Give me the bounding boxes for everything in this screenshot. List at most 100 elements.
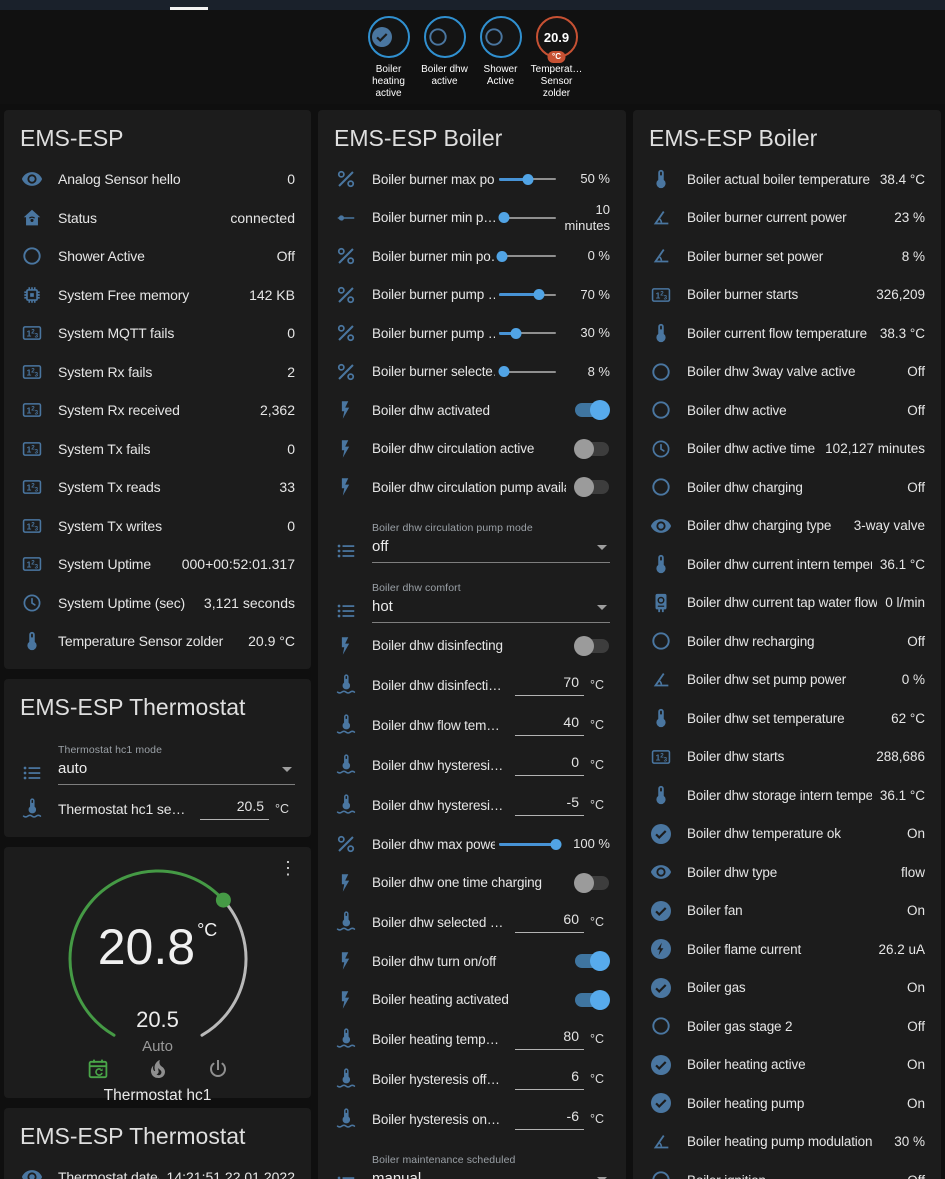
number-input[interactable]: 6 — [515, 1068, 584, 1090]
entity-row[interactable]: Boiler burner current power 23 % — [649, 199, 925, 238]
select-row[interactable]: Thermostat hc1 mode auto — [20, 729, 295, 789]
number-input[interactable]: 20.5 — [200, 798, 269, 820]
badge[interactable]: Shower Active — [476, 16, 526, 88]
fire-icon[interactable] — [146, 1057, 170, 1081]
number-row[interactable]: Boiler dhw hysteresi… -5 °C — [334, 785, 610, 825]
number-input[interactable]: 0 — [515, 754, 584, 776]
entity-row[interactable]: System Uptime (sec) 3,121 seconds — [20, 584, 295, 623]
badge[interactable]: Boiler dhw active — [420, 16, 470, 88]
toggle-switch[interactable] — [574, 635, 610, 656]
number-input[interactable]: -6 — [515, 1108, 584, 1130]
entity-row[interactable]: Boiler dhw temperature ok On — [649, 815, 925, 854]
entity-row[interactable]: Boiler dhw 3way valve active Off — [649, 353, 925, 392]
select-field[interactable]: Boiler maintenance scheduled manual — [372, 1154, 610, 1179]
chevron-down-icon[interactable] — [597, 544, 607, 550]
entity-row[interactable]: Boiler gas On — [649, 969, 925, 1008]
entity-row[interactable]: Boiler dhw type flow — [649, 853, 925, 892]
toggle-row[interactable]: Boiler dhw disinfecting — [334, 627, 610, 666]
entity-row[interactable]: 1 2 3 System Rx fails 2 — [20, 353, 295, 392]
number-row[interactable]: Boiler dhw flow tem… 40 °C — [334, 705, 610, 745]
toggle-knob[interactable] — [590, 951, 610, 972]
select-row[interactable]: Boiler dhw comfort hot — [334, 567, 610, 627]
number-input[interactable]: 70 — [515, 674, 584, 696]
slider[interactable] — [498, 365, 556, 379]
slider-row[interactable]: Boiler dhw max power 100 % — [334, 825, 610, 864]
toggle-knob[interactable] — [574, 635, 594, 656]
select-row[interactable]: Boiler dhw circulation pump mode off — [334, 507, 610, 567]
slider-knob[interactable] — [498, 366, 510, 378]
slider-knob[interactable] — [496, 250, 508, 262]
entity-row[interactable]: Boiler dhw current tap water flow 0 l/min — [649, 584, 925, 623]
badge-circle[interactable] — [367, 16, 410, 58]
number-row[interactable]: Boiler heating temp… 80 °C — [334, 1019, 610, 1059]
entity-row[interactable]: 1 2 3 System Tx writes 0 — [20, 507, 295, 546]
entity-row[interactable]: 1 2 3 System Rx received 2,362 — [20, 391, 295, 430]
entity-row[interactable]: Boiler ignition Off — [649, 1161, 925, 1179]
badge-circle[interactable] — [423, 16, 466, 58]
entity-row[interactable]: 1 2 3 System Uptime 000+00:52:01.317 — [20, 545, 295, 584]
power-icon[interactable] — [206, 1057, 230, 1081]
number-row[interactable]: Boiler hysteresis on… -6 °C — [334, 1099, 610, 1139]
entity-row[interactable]: Boiler dhw set temperature 62 °C — [649, 699, 925, 738]
toggle-row[interactable]: Boiler dhw one time charging — [334, 864, 610, 903]
number-row[interactable]: Thermostat hc1 se… 20.5 °C — [20, 789, 295, 829]
slider[interactable] — [499, 326, 556, 340]
number-input[interactable]: 60 — [515, 911, 584, 933]
toggle-knob[interactable] — [574, 438, 594, 459]
number-row[interactable]: Boiler dhw selected … 60 °C — [334, 902, 610, 942]
slider-knob[interactable] — [498, 212, 510, 224]
toggle-row[interactable]: Boiler dhw circulation active — [334, 430, 610, 469]
entity-row[interactable]: Boiler heating active On — [649, 1046, 925, 1085]
number-input[interactable]: -5 — [515, 794, 584, 816]
toggle-knob[interactable] — [590, 989, 610, 1010]
slider-row[interactable]: Boiler burner min p… 10 minutes — [334, 199, 610, 238]
slider-knob[interactable] — [522, 173, 533, 185]
number-row[interactable]: Boiler dhw hysteresi… 0 °C — [334, 745, 610, 785]
entity-row[interactable]: System Free memory 142 KB — [20, 276, 295, 315]
entity-row[interactable]: 1 2 3 Boiler burner starts 326,209 — [649, 276, 925, 315]
entity-row[interactable]: Boiler current flow temperature 38.3 °C — [649, 314, 925, 353]
entity-row[interactable]: Boiler dhw set pump power 0 % — [649, 661, 925, 700]
slider[interactable] — [499, 172, 556, 186]
slider[interactable] — [496, 249, 556, 263]
number-row[interactable]: Boiler hysteresis off… 6 °C — [334, 1059, 610, 1099]
entity-row[interactable]: Boiler flame current 26.2 uA — [649, 930, 925, 969]
entity-row[interactable]: Boiler burner set power 8 % — [649, 237, 925, 276]
entity-row[interactable]: 1 2 3 System Tx fails 0 — [20, 430, 295, 469]
chevron-down-icon[interactable] — [597, 1177, 607, 1179]
slider-row[interactable]: Boiler burner pump … 70 % — [334, 276, 610, 315]
toggle-knob[interactable] — [574, 872, 594, 893]
slider-row[interactable]: Boiler burner max po… 50 % — [334, 160, 610, 199]
select-field[interactable]: Boiler dhw circulation pump mode off — [372, 522, 610, 563]
entity-row[interactable]: Boiler dhw active time 102,127 minutes — [649, 430, 925, 469]
toggle-row[interactable]: Boiler heating activated — [334, 981, 610, 1020]
badge-circle[interactable]: 20.9 °C — [535, 16, 578, 63]
number-input[interactable]: 40 — [515, 714, 584, 736]
toggle-row[interactable]: Boiler dhw circulation pump available — [334, 468, 610, 507]
toggle-switch[interactable] — [574, 951, 610, 972]
slider-row[interactable]: Boiler burner selecte… 8 % — [334, 353, 610, 392]
entity-row[interactable]: 1 2 3 System MQTT fails 0 — [20, 314, 295, 353]
select-field[interactable]: Thermostat hc1 mode auto — [58, 744, 295, 785]
toggle-switch[interactable] — [574, 989, 610, 1010]
slider-knob[interactable] — [510, 327, 522, 339]
slider-row[interactable]: Boiler burner min po… 0 % — [334, 237, 610, 276]
entity-row[interactable]: Boiler dhw current intern temperature 36.… — [649, 545, 925, 584]
badge[interactable]: 20.9 °C Temperat… Sensor zolder — [531, 16, 582, 101]
toggle-switch[interactable] — [574, 872, 610, 893]
slider-row[interactable]: Boiler burner pump … 30 % — [334, 314, 610, 353]
thermostat-gauge[interactable]: 20.8 °C 20.5 Auto Thermostat hc1 — [58, 859, 258, 1104]
chevron-down-icon[interactable] — [282, 766, 292, 772]
entity-row[interactable]: Boiler dhw recharging Off — [649, 622, 925, 661]
toggle-switch[interactable] — [574, 477, 610, 498]
toggle-switch[interactable] — [574, 438, 610, 459]
toggle-knob[interactable] — [574, 477, 594, 498]
entity-row[interactable]: Boiler heating pump On — [649, 1084, 925, 1123]
entity-row[interactable]: Temperature Sensor zolder 20.9 °C — [20, 622, 295, 661]
entity-row[interactable]: Boiler dhw charging type 3-way valve — [649, 507, 925, 546]
entity-row[interactable]: Status connected — [20, 199, 295, 238]
slider[interactable] — [499, 288, 556, 302]
entity-row[interactable]: Boiler actual boiler temperature 38.4 °C — [649, 160, 925, 199]
entity-row[interactable]: Boiler fan On — [649, 892, 925, 931]
entity-row[interactable]: Analog Sensor hello 0 — [20, 160, 295, 199]
